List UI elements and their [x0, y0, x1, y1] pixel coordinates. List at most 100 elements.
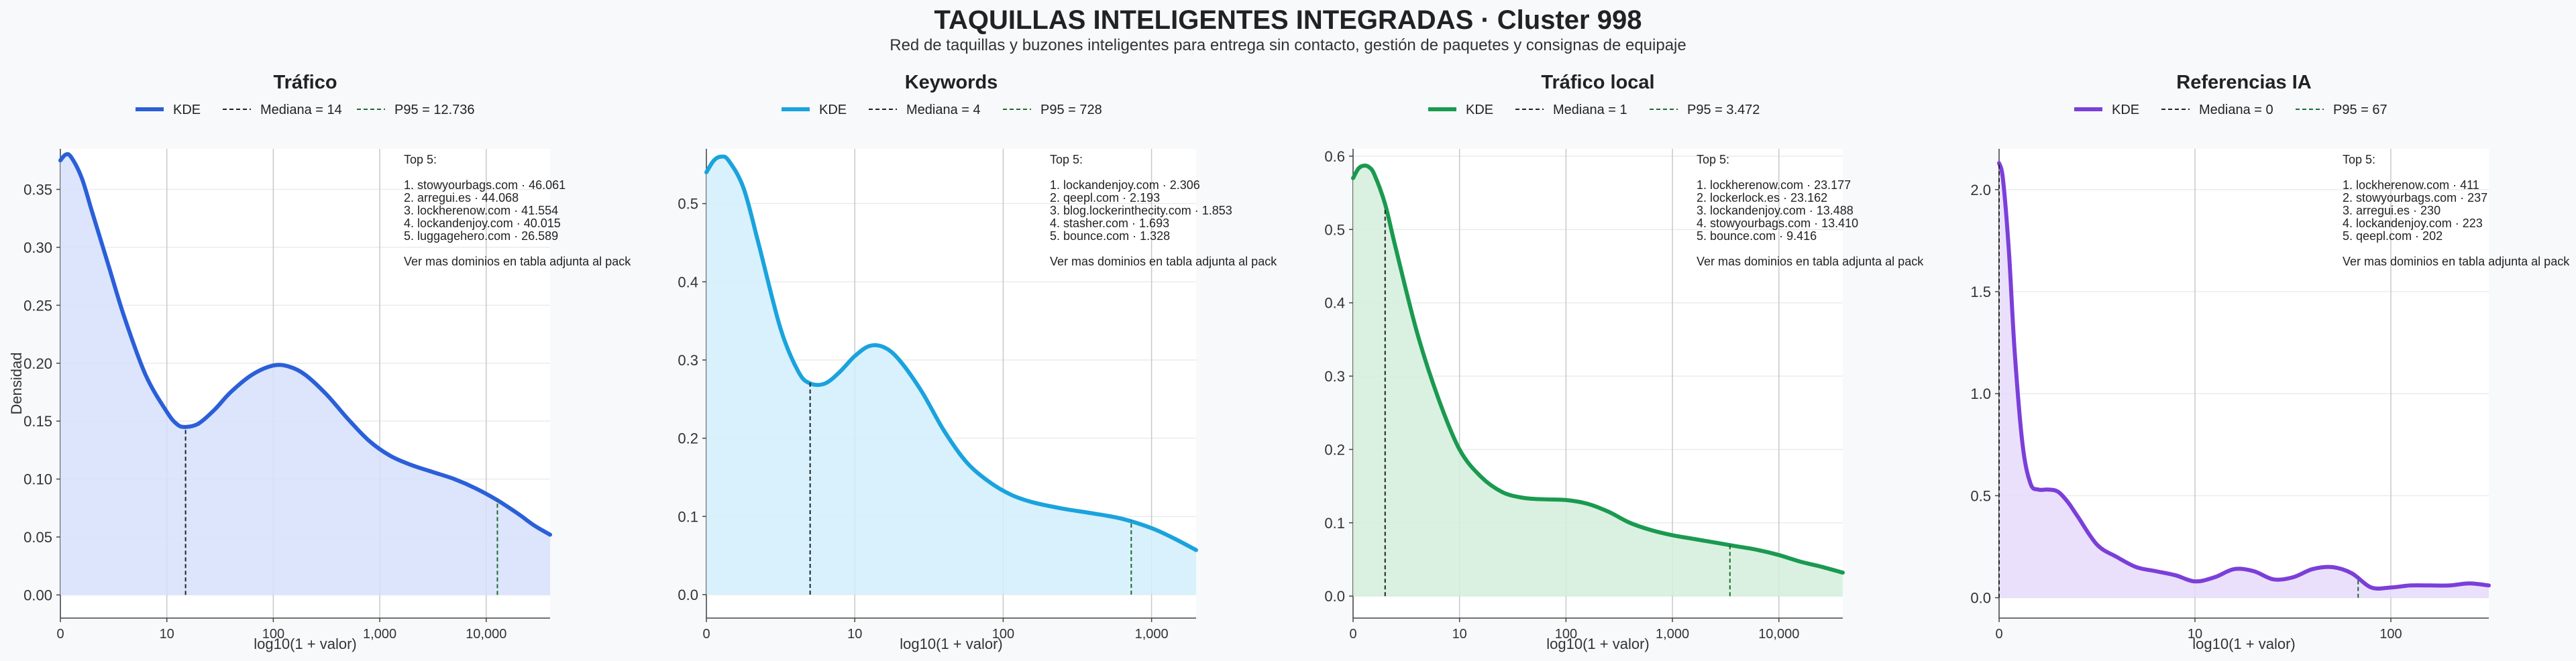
top5-title: Top 5: [2343, 153, 2375, 166]
kde-line [58, 152, 552, 537]
x-axis-label: log10(1 + valor) [1546, 636, 1649, 652]
x-axis-label: log10(1 + valor) [900, 636, 1002, 652]
top5-item: 5. bounce.com · 9.416 [1697, 229, 1817, 243]
x-tick-label: 0 [1995, 627, 2002, 642]
x-tick-label: 10 [2188, 627, 2202, 642]
y-tick-label: 0.20 [23, 355, 52, 372]
chart-title: Referencias IA [2176, 72, 2312, 93]
legend-p95-label: P95 = 12.736 [394, 103, 475, 117]
y-tick-label: 0.0 [1970, 590, 1991, 607]
top5-item: 5. qeepl.com · 202 [2343, 229, 2443, 243]
top5-note: Ver mas dominios en tabla adjunta al pac… [1050, 255, 1277, 268]
top5-item: 4. stowyourbags.com · 13.410 [1697, 217, 1858, 230]
x-tick-label: 10 [160, 627, 174, 642]
y-tick-label: 0.4 [678, 274, 698, 290]
top5-item: 1. lockherenow.com · 23.177 [1697, 178, 1851, 192]
top5-item: 3. blog.lockerinthecity.com · 1.853 [1050, 204, 1232, 217]
top5-item: 2. arregui.es · 44.068 [404, 191, 519, 204]
x-tick-label: 1,000 [1135, 627, 1169, 642]
x-tick-label: 0 [702, 627, 710, 642]
density-area [1999, 163, 2489, 598]
y-tick-label: 0.25 [23, 297, 52, 314]
y-tick-label: 0.15 [23, 413, 52, 430]
chart-panel-3: 0.0 0.1 0.2 0.3 0.4 0.5 0.6 0 10 100 1,000 10,000 lo… [1324, 72, 1924, 652]
top5-item: 4. stasher.com · 1.693 [1050, 217, 1169, 230]
y-tick-label: 0.6 [1324, 148, 1345, 165]
top5-item: 2. qeepl.com · 2.193 [1050, 191, 1160, 204]
top5-item: 4. lockandenjoy.com · 223 [2343, 217, 2483, 230]
top5-item: 5. bounce.com · 1.328 [1050, 229, 1170, 243]
y-tick-label: 0.1 [678, 508, 698, 525]
top5-item: 4. lockandenjoy.com · 40.015 [404, 217, 561, 230]
legend-p95-label: P95 = 67 [2333, 103, 2387, 117]
y-tick-label: 0.05 [23, 529, 52, 546]
top5-title: Top 5: [1697, 153, 1729, 166]
y-tick-label: 1.0 [1970, 385, 1991, 402]
x-tick-label: 10,000 [1758, 627, 1799, 642]
y-axis-label: Densidad [8, 353, 25, 415]
density-area [60, 154, 550, 595]
y-tick-label: 0.1 [1324, 515, 1345, 532]
y-tick-label: 0.3 [1324, 368, 1345, 385]
y-tick-label: 0.3 [678, 352, 698, 369]
x-tick-label: 0 [1349, 627, 1356, 642]
density-area [1353, 166, 1843, 597]
x-tick-label: 10 [1452, 627, 1467, 642]
legend-median-label: Mediana = 4 [906, 103, 981, 117]
y-tick-label: 2.0 [1970, 182, 1991, 198]
top5-title: Top 5: [404, 153, 437, 166]
chart-title: Keywords [905, 72, 998, 93]
page-subtitle: Red de taquillas y buzones inteligentes … [890, 36, 1686, 54]
top5-note: Ver mas dominios en tabla adjunta al pac… [1697, 255, 1924, 268]
y-tick-label: 0.5 [678, 196, 698, 213]
y-tick-label: 0.35 [23, 181, 52, 198]
top5-item: 1. lockherenow.com · 411 [2343, 178, 2479, 192]
chart-panel-4: 0.0 0.5 1.0 1.5 2.0 0 10 100 log10(1 + valor) Ref… [1970, 72, 2570, 652]
top5-item: 1. stowyourbags.com · 46.061 [404, 178, 566, 192]
top5-item: 5. luggagehero.com · 26.589 [404, 229, 558, 243]
legend-p95-label: P95 = 3.472 [1687, 103, 1760, 117]
legend-median-label: Mediana = 1 [1553, 103, 1627, 117]
top5-item: 1. lockandenjoy.com · 2.306 [1050, 178, 1200, 192]
legend-kde-label: KDE [1466, 103, 1493, 117]
x-tick-label: 100 [262, 627, 284, 642]
legend-p95-label: P95 = 728 [1040, 103, 1102, 117]
y-tick-label: 0.0 [1324, 588, 1345, 605]
y-tick-label: 1.5 [1970, 284, 1991, 300]
chart-title: Tráfico [273, 72, 337, 93]
top5-note: Ver mas dominios en tabla adjunta al pac… [404, 255, 631, 268]
top5-item: 2. lockerlock.es · 23.162 [1697, 191, 1827, 204]
chart-panel-2: 0.0 0.1 0.2 0.3 0.4 0.5 0 10 100 1,000 log10(1 + v… [678, 72, 1277, 652]
kde-line [1997, 161, 2491, 591]
top5-item: 3. lockherenow.com · 41.554 [404, 204, 558, 217]
y-tick-label: 0.00 [23, 587, 52, 603]
top5-title: Top 5: [1050, 153, 1083, 166]
page-title: TAQUILLAS INTELIGENTES INTEGRADAS · Clus… [934, 5, 1642, 35]
legend-median-label: Mediana = 14 [260, 103, 342, 117]
kde-line [1351, 164, 1845, 575]
y-tick-label: 0.2 [1324, 441, 1345, 458]
x-tick-label: 100 [2379, 627, 2402, 642]
y-tick-label: 0.10 [23, 471, 52, 488]
legend-kde-label: KDE [173, 103, 201, 117]
y-tick-label: 0.5 [1324, 221, 1345, 238]
y-tick-label: 0.30 [23, 239, 52, 256]
chart-panel-1: 0.00 0.05 0.10 0.15 0.20 0.25 0.30 0.35 0 10 100 1,… [8, 72, 631, 652]
x-tick-label: 1,000 [1656, 627, 1689, 642]
x-axis-label: log10(1 + valor) [254, 636, 356, 652]
y-tick-label: 0.2 [678, 430, 698, 447]
x-tick-label: 100 [1555, 627, 1577, 642]
x-tick-label: 0 [56, 627, 64, 642]
top5-item: 2. stowyourbags.com · 237 [2343, 191, 2487, 204]
top5-note: Ver mas dominios en tabla adjunta al pac… [2343, 255, 2570, 268]
kde-line [704, 154, 1198, 552]
legend-median-label: Mediana = 0 [2199, 103, 2273, 117]
density-area [706, 156, 1196, 595]
top5-item: 3. arregui.es · 230 [2343, 204, 2440, 217]
x-tick-label: 10 [847, 627, 862, 642]
chart-title: Tráfico local [1541, 72, 1654, 93]
x-axis-label: log10(1 + valor) [2192, 636, 2295, 652]
x-tick-label: 10,000 [466, 627, 506, 642]
y-tick-label: 0.0 [678, 587, 698, 603]
